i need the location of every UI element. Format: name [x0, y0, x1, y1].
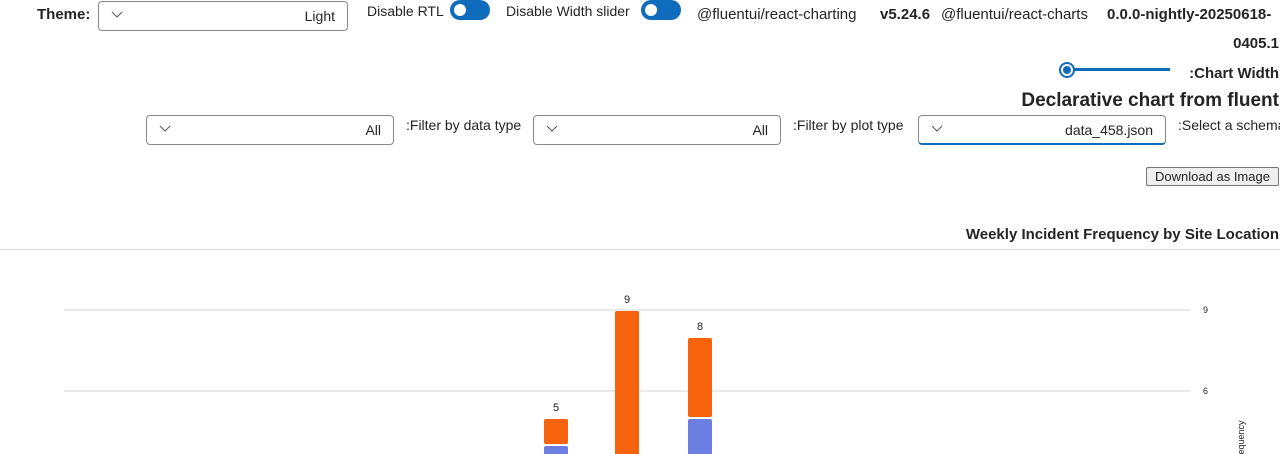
package-name: @fluentui/react-charts — [941, 6, 1088, 23]
package-version: v5.24.6 — [880, 6, 931, 23]
theme-value: Light — [304, 8, 335, 24]
package-version: 0405.1 — [1233, 35, 1279, 52]
filter-label: :Filter by data type — [406, 117, 522, 133]
slider-thumb[interactable] — [1059, 62, 1075, 78]
schema-label: :Select a schema — [1178, 117, 1280, 133]
bar-label: 9 — [624, 294, 630, 306]
bar-segment — [544, 419, 568, 444]
schema-dropdown[interactable]: data_458.json — [918, 115, 1166, 145]
rtl-label: Disable RTL — [367, 3, 444, 19]
width-label: :Chart Width — [1189, 65, 1279, 82]
bar-segment — [688, 338, 712, 417]
package-name: @fluentui/react-charting — [697, 6, 857, 23]
filter-dropdown[interactable]: All — [146, 115, 394, 145]
theme-label: Theme: — [37, 6, 91, 23]
schema-value: data_458.json — [1065, 122, 1153, 138]
rtl-toggle[interactable] — [450, 0, 490, 20]
y-axis-label: Frequency — [1236, 420, 1246, 454]
y-tick-label: 9 — [1203, 305, 1208, 315]
chevron — [931, 125, 943, 132]
chart: Weekly Incident Frequency by Site Locati… — [64, 226, 1279, 454]
width-slider[interactable] — [1060, 68, 1170, 71]
bar-label: 5 — [553, 402, 559, 414]
y-tick-label: 6 — [1203, 386, 1208, 396]
divider — [0, 249, 1280, 250]
filter-dropdown[interactable]: All — [533, 115, 781, 145]
filter-value: All — [752, 122, 768, 138]
filter-value: All — [365, 122, 381, 138]
chart-title: Weekly Incident Frequency by Site Locati… — [966, 226, 1279, 243]
width-toggle-label: Disable Width slider — [506, 3, 630, 19]
package-version: 0.0.0-nightly-20250618- — [1107, 6, 1272, 23]
width-toggle[interactable] — [641, 0, 681, 20]
bar-segment — [544, 446, 568, 454]
filter-label: :Filter by plot type — [793, 117, 904, 133]
bar-segment — [615, 311, 639, 454]
page-title: Declarative chart from fluent — [1021, 90, 1279, 111]
bar-segment — [688, 419, 712, 454]
chevron — [546, 125, 558, 132]
chevron — [159, 125, 171, 132]
bar-label: 8 — [697, 321, 703, 333]
download-button[interactable]: Download as Image — [1146, 167, 1279, 186]
chevron — [111, 11, 123, 18]
theme-dropdown[interactable]: Light — [98, 1, 348, 31]
